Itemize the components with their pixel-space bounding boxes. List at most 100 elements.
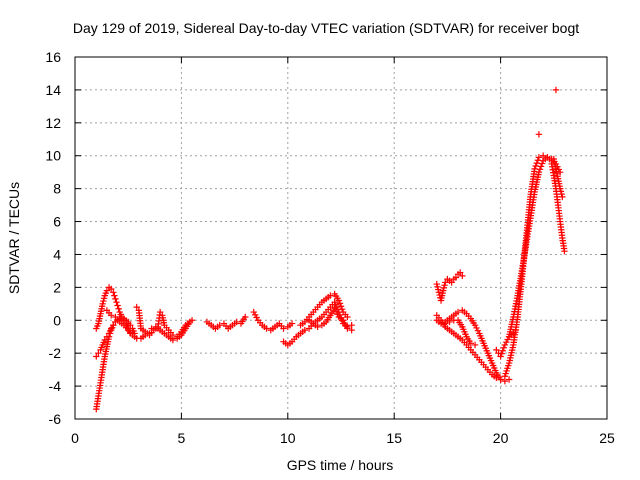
data-point bbox=[93, 353, 100, 360]
data-point-fill bbox=[473, 324, 480, 332]
data-point-fill bbox=[334, 311, 341, 318]
data-point-fill bbox=[336, 300, 344, 307]
data-point-fill bbox=[557, 188, 565, 195]
data-point bbox=[535, 154, 543, 161]
data-point-fill bbox=[558, 190, 565, 198]
data-point bbox=[467, 340, 475, 347]
data-point bbox=[335, 297, 343, 304]
data-point bbox=[110, 289, 117, 296]
data-point bbox=[433, 280, 440, 288]
data-point bbox=[505, 376, 513, 383]
data-point bbox=[169, 336, 177, 344]
data-point bbox=[559, 193, 566, 201]
data-point bbox=[535, 131, 543, 138]
data-point bbox=[456, 269, 464, 276]
y-tick-label: 14 bbox=[45, 82, 61, 98]
data-point bbox=[552, 86, 560, 94]
data-point bbox=[280, 325, 287, 332]
data-point bbox=[446, 318, 453, 326]
y-tick-label: 10 bbox=[45, 148, 61, 164]
axis-ticks: 0 5 10 15 20 25 -6 -4 -2 0 2 4 6 8 10 12 14 16 bbox=[45, 49, 615, 446]
data-point bbox=[127, 322, 134, 329]
data-point bbox=[156, 308, 164, 316]
data-point bbox=[452, 274, 460, 281]
data-point-fill bbox=[500, 344, 507, 352]
data-point bbox=[344, 325, 351, 332]
data-point bbox=[103, 287, 111, 294]
plot-frame bbox=[74, 56, 608, 420]
data-point-fill bbox=[111, 292, 118, 299]
data-point-fill bbox=[434, 286, 442, 293]
data-point bbox=[101, 336, 108, 344]
data-point bbox=[344, 313, 351, 321]
data-point bbox=[448, 279, 455, 286]
y-tick-label: 0 bbox=[53, 312, 61, 328]
data-point-fill bbox=[332, 308, 340, 315]
data-point bbox=[556, 185, 564, 192]
data-point bbox=[497, 353, 504, 360]
data-point bbox=[103, 333, 111, 340]
y-tick-label: 2 bbox=[53, 279, 61, 295]
data-point-fill bbox=[337, 303, 345, 310]
data-point-fill bbox=[504, 336, 511, 343]
data-point bbox=[435, 289, 443, 296]
data-point-fill bbox=[474, 327, 482, 334]
data-point bbox=[442, 320, 449, 327]
data-point bbox=[250, 308, 257, 316]
y-tick-label: -2 bbox=[49, 345, 62, 361]
data-point bbox=[535, 168, 543, 176]
data-point bbox=[242, 313, 249, 321]
x-tick-label: 15 bbox=[386, 430, 402, 446]
y-axis-label: SDTVAR / TECUs bbox=[6, 182, 22, 294]
data-point bbox=[331, 305, 338, 312]
y-tick-label: 12 bbox=[45, 115, 61, 131]
data-point bbox=[233, 318, 240, 326]
data-point bbox=[188, 317, 196, 324]
data-point bbox=[339, 317, 347, 324]
data-point bbox=[493, 346, 500, 354]
chart-title: Day 129 of 2019, Sidereal Day-to-day VTE… bbox=[73, 20, 579, 36]
data-point bbox=[301, 326, 309, 334]
data-point-fill bbox=[440, 284, 448, 292]
data-point bbox=[107, 325, 115, 332]
data-point-fill bbox=[503, 339, 510, 346]
data-point bbox=[454, 308, 462, 316]
data-point bbox=[112, 295, 119, 303]
y-tick-label: 4 bbox=[53, 246, 61, 262]
data-point-fill bbox=[499, 347, 506, 354]
data-point bbox=[327, 292, 334, 299]
data-point bbox=[99, 300, 106, 308]
data-point bbox=[497, 376, 504, 383]
y-tick-label: 16 bbox=[45, 49, 61, 65]
data-point bbox=[501, 341, 509, 349]
data-points bbox=[93, 86, 568, 413]
data-point bbox=[442, 279, 449, 286]
x-tick-label: 10 bbox=[280, 430, 296, 446]
data-point-fill bbox=[115, 305, 122, 312]
data-point bbox=[314, 323, 321, 331]
y-tick-label: -4 bbox=[49, 378, 62, 394]
x-axis-label: GPS time / hours bbox=[287, 457, 394, 473]
data-point bbox=[133, 303, 140, 311]
y-tick-label: 8 bbox=[53, 181, 61, 197]
data-point-fill bbox=[498, 350, 505, 357]
y-tick-label: -6 bbox=[49, 411, 62, 427]
data-point-fill bbox=[538, 160, 546, 167]
data-point bbox=[439, 287, 447, 294]
x-tick-label: 0 bbox=[71, 430, 79, 446]
data-point-fill bbox=[434, 283, 441, 291]
data-point-fill bbox=[100, 295, 108, 302]
data-point bbox=[263, 325, 270, 332]
data-point-fill bbox=[537, 163, 545, 170]
data-point bbox=[459, 272, 466, 280]
data-point bbox=[95, 349, 102, 357]
x-tick-label: 5 bbox=[178, 430, 186, 446]
data-point-fill bbox=[341, 319, 348, 327]
data-point-fill bbox=[342, 322, 350, 329]
data-point bbox=[288, 320, 296, 327]
data-point-fill bbox=[253, 314, 260, 321]
data-point bbox=[114, 302, 121, 309]
data-point bbox=[348, 326, 355, 334]
data-point bbox=[561, 247, 568, 255]
